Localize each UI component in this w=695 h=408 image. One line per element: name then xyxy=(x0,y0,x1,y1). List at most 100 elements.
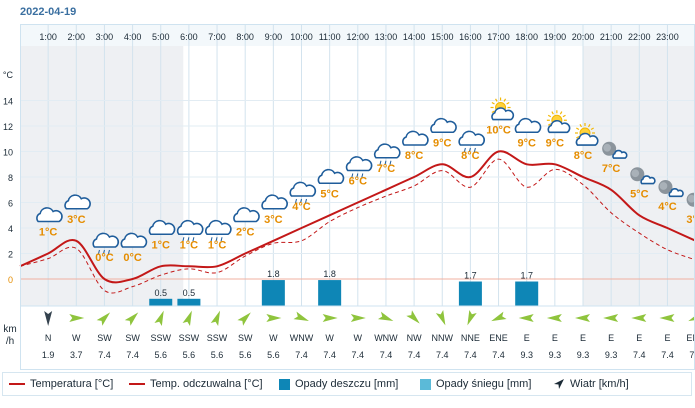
wind-speed-label: 5.6 xyxy=(239,350,252,360)
rain-value-label: 1.8 xyxy=(267,269,280,279)
wind-direction-label: SW xyxy=(238,333,253,343)
temperature-value-label: 5°C xyxy=(320,188,339,200)
wind-arrow-icon xyxy=(69,314,85,322)
wind-speed-label: 9.3 xyxy=(549,350,562,360)
temperature-value-label: 6°C xyxy=(349,176,368,188)
wind-arrow-icon xyxy=(435,309,446,326)
wind-arrow-icon xyxy=(467,310,477,326)
hour-label: 1:00 xyxy=(39,32,57,42)
wind-speed-label: 7.4 xyxy=(380,350,393,360)
wind-speed-label: 7.4 xyxy=(98,350,111,360)
wind-direction-label: E xyxy=(608,333,614,343)
wind-speed-label: 3.7 xyxy=(70,350,83,360)
wind-arrow-icon xyxy=(96,312,111,326)
cloud-rain-icon xyxy=(458,130,486,153)
cloud-rain-icon xyxy=(92,232,120,255)
cloud-icon xyxy=(430,117,457,134)
wind-arrow-icon xyxy=(406,310,420,324)
wind-speed-label: 7.4 xyxy=(126,350,139,360)
weather-chart: 1:00 2:00 3:00 4:00 5:00 6:00 7:00 8:00 9:00 10:0… xyxy=(3,24,695,370)
hour-label: 11:00 xyxy=(319,32,341,42)
wind-arrow-icon xyxy=(688,311,695,322)
wind-arrow-icon xyxy=(124,312,139,326)
wind-direction-label: SSW xyxy=(150,333,171,343)
cloud-icon xyxy=(64,194,91,210)
wind-arrow-icon xyxy=(154,310,164,326)
wind-arrow-icon xyxy=(554,379,564,389)
cloud-rain-icon xyxy=(289,181,317,204)
wind-direction-label: E xyxy=(552,333,558,343)
moon-cloud-icon xyxy=(658,180,684,198)
temperature-value-label: 8°C xyxy=(405,150,424,162)
cloud-icon xyxy=(233,207,260,223)
hour-label: 20:00 xyxy=(572,32,595,42)
wind-direction-label: ENE xyxy=(686,333,695,343)
legend-feels-like-label: Temp. odczuwalna [°C] xyxy=(150,378,263,390)
rain-value-label: 1.8 xyxy=(323,269,336,279)
cloud-icon xyxy=(514,117,542,134)
wind-arrow-icon xyxy=(322,314,338,322)
hour-label: 2:00 xyxy=(68,32,86,42)
temperature-value-label: 9°C xyxy=(433,137,452,149)
wind-direction-label: SSW xyxy=(207,333,228,343)
wind-direction-label: E xyxy=(580,333,586,343)
hour-label: 6:00 xyxy=(180,32,198,42)
wind-speed-label: 1.9 xyxy=(42,350,55,360)
wind-arrow-icon xyxy=(266,314,282,322)
cloud-rain-icon xyxy=(176,219,204,242)
hour-label: 9:00 xyxy=(265,32,283,42)
wind-arrow-icon xyxy=(377,311,394,321)
cloud-rain-icon xyxy=(345,156,373,178)
hour-label: 16:00 xyxy=(459,32,482,42)
hour-label: 21:00 xyxy=(600,32,623,42)
temperature-value-label: 4°C xyxy=(292,201,311,213)
wind-direction-label: W xyxy=(354,333,363,343)
y-tick-label: 14 xyxy=(3,97,13,107)
hour-label: 23:00 xyxy=(656,32,679,42)
temperature-value-label: 7°C xyxy=(377,163,396,175)
wind-arrow-icon xyxy=(182,310,192,326)
wind-direction-label: W xyxy=(72,333,81,343)
y-tick-label: 8 xyxy=(8,173,13,183)
temperature-value-label: 8°C xyxy=(461,150,480,162)
wind-direction-label: W xyxy=(325,333,334,343)
moon-cloud-icon xyxy=(686,192,695,207)
hour-label: 3:00 xyxy=(96,32,114,42)
temperature-value-label: 4°C xyxy=(658,201,677,213)
rain-value-label: 0.5 xyxy=(154,288,167,298)
wind-speed-label: 7.4 xyxy=(661,350,674,360)
temperature-value-label: 10°C xyxy=(486,125,511,137)
legend-temperature-label: Temperatura [°C] xyxy=(30,378,114,390)
hour-label: 18:00 xyxy=(515,32,538,42)
wind-arrow-icon xyxy=(603,314,619,322)
wind-speed-label: 5.6 xyxy=(267,350,280,360)
temperature-value-label: 1°C xyxy=(208,239,227,251)
hour-label: 5:00 xyxy=(152,32,170,42)
hour-label: 10:00 xyxy=(290,32,313,42)
cloud-icon xyxy=(402,130,429,146)
legend-snow: Opady śniegu [mm] xyxy=(420,378,531,390)
cloud-icon xyxy=(317,168,345,185)
wind-speed-label: 7.4 xyxy=(492,350,505,360)
wind-arrow-icon xyxy=(237,312,251,326)
wind-direction-label: SW xyxy=(125,333,140,343)
wind-direction-label: SSW xyxy=(179,333,200,343)
night-shade-morning xyxy=(20,46,184,306)
rain-bar xyxy=(318,280,342,306)
rain-bar xyxy=(149,298,173,306)
moon-cloud-icon xyxy=(630,167,656,185)
temperature-value-label: 8°C xyxy=(574,150,593,162)
feels-like-line xyxy=(19,158,695,294)
hour-label: 19:00 xyxy=(544,32,567,42)
wind-speed-label: 7.4 xyxy=(323,350,336,360)
temperature-value-label: 5°C xyxy=(630,188,649,200)
legend-wind-label: Wiatr [km/h] xyxy=(570,378,629,390)
wind-speed-label: 7.4 xyxy=(295,350,308,360)
temperature-value-label: 3°C xyxy=(686,214,695,226)
wind-speed-label: 5.6 xyxy=(211,350,224,360)
wind-arrow-icon xyxy=(210,310,221,326)
wind-speed-label: 7.4 xyxy=(689,350,695,360)
temperature-value-label: 1°C xyxy=(180,239,199,251)
temperature-value-label: 1°C xyxy=(152,239,171,251)
